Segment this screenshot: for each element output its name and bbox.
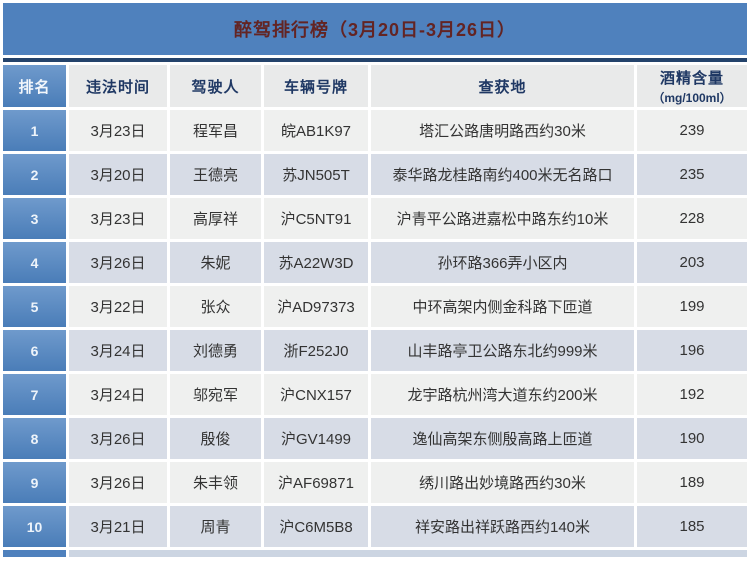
table-body: 1 3月23日 程军昌 皖AB1K97 塔汇公路唐明路西约30米 239 2 3… (3, 110, 747, 547)
table-row: 3 3月23日 高厚祥 沪C5NT91 沪青平公路进嘉松中路东约10米 228 (3, 198, 747, 239)
alcohol-value-cell: 228 (637, 198, 747, 239)
location-cell: 塔汇公路唐明路西约30米 (371, 110, 634, 151)
plate-number-cell: 皖AB1K97 (264, 110, 368, 151)
violation-date-cell: 3月26日 (69, 462, 167, 503)
plate-number-cell: 沪GV1499 (264, 418, 368, 459)
rank-cell: 5 (3, 286, 66, 327)
driver-name-cell: 程军昌 (170, 110, 261, 151)
driver-name-cell: 朱妮 (170, 242, 261, 283)
table-row: 6 3月24日 刘德勇 浙F252J0 山丰路亭卫公路东北约999米 196 (3, 330, 747, 371)
table-row: 4 3月26日 朱妮 苏A22W3D 孙环路366弄小区内 203 (3, 242, 747, 283)
column-header-rank: 排名 (3, 65, 66, 107)
plate-number-cell: 沪C5NT91 (264, 198, 368, 239)
rank-cell: 4 (3, 242, 66, 283)
column-header-location: 查获地 (371, 65, 634, 107)
driver-name-cell: 殷俊 (170, 418, 261, 459)
location-cell: 山丰路亭卫公路东北约999米 (371, 330, 634, 371)
table-row: 2 3月20日 王德亮 苏JN505T 泰华路龙桂路南约400米无名路口 235 (3, 154, 747, 195)
table-row: 9 3月26日 朱丰领 沪AF69871 绣川路出妙境路西约30米 189 (3, 462, 747, 503)
alcohol-value-cell: 189 (637, 462, 747, 503)
alcohol-value-cell: 239 (637, 110, 747, 151)
plate-number-cell: 沪C6M5B8 (264, 506, 368, 547)
driver-name-cell: 王德亮 (170, 154, 261, 195)
plate-number-cell: 苏A22W3D (264, 242, 368, 283)
alcohol-value-cell: 235 (637, 154, 747, 195)
column-gap (66, 550, 69, 557)
location-cell: 祥安路出祥跃路西约140米 (371, 506, 634, 547)
rank-cell: 10 (3, 506, 66, 547)
column-header-alcohol-line1: 酒精含量 (659, 69, 724, 87)
column-header-driver: 驾驶人 (170, 65, 261, 107)
alcohol-value-cell: 196 (637, 330, 747, 371)
header-top-border (3, 58, 747, 62)
column-header-alcohol: 酒精含量 （mg/100ml） (637, 65, 747, 107)
drunk-driving-ranking-table: 排名 违法时间 驾驶人 车辆号牌 查获地 酒精含量 （mg/100ml） 1 3… (0, 62, 750, 550)
rank-cell: 6 (3, 330, 66, 371)
violation-date-cell: 3月23日 (69, 110, 167, 151)
location-cell: 逸仙高架东侧殷高路上匝道 (371, 418, 634, 459)
table-bottom-edge (3, 550, 747, 557)
violation-date-cell: 3月24日 (69, 374, 167, 415)
violation-date-cell: 3月23日 (69, 198, 167, 239)
rank-column-stub (3, 550, 66, 557)
table-row: 8 3月26日 殷俊 沪GV1499 逸仙高架东侧殷高路上匝道 190 (3, 418, 747, 459)
driver-name-cell: 朱丰领 (170, 462, 261, 503)
page-title: 醉驾排行榜（3月20日-3月26日） (233, 20, 517, 40)
violation-date-cell: 3月24日 (69, 330, 167, 371)
plate-number-cell: 沪AD97373 (264, 286, 368, 327)
alcohol-value-cell: 192 (637, 374, 747, 415)
plate-number-cell: 浙F252J0 (264, 330, 368, 371)
column-header-violation-date: 违法时间 (69, 65, 167, 107)
violation-date-cell: 3月20日 (69, 154, 167, 195)
location-cell: 孙环路366弄小区内 (371, 242, 634, 283)
location-cell: 沪青平公路进嘉松中路东约10米 (371, 198, 634, 239)
driver-name-cell: 刘德勇 (170, 330, 261, 371)
table-row: 1 3月23日 程军昌 皖AB1K97 塔汇公路唐明路西约30米 239 (3, 110, 747, 151)
alcohol-value-cell: 203 (637, 242, 747, 283)
violation-date-cell: 3月21日 (69, 506, 167, 547)
column-header-plate: 车辆号牌 (264, 65, 368, 107)
driver-name-cell: 邬宛军 (170, 374, 261, 415)
table-row: 7 3月24日 邬宛军 沪CNX157 龙宇路杭州湾大道东约200米 192 (3, 374, 747, 415)
table-header: 排名 违法时间 驾驶人 车辆号牌 查获地 酒精含量 （mg/100ml） (3, 65, 747, 107)
plate-number-cell: 苏JN505T (264, 154, 368, 195)
location-cell: 绣川路出妙境路西约30米 (371, 462, 634, 503)
plate-number-cell: 沪AF69871 (264, 462, 368, 503)
table-row: 10 3月21日 周青 沪C6M5B8 祥安路出祥跃路西约140米 185 (3, 506, 747, 547)
rank-cell: 7 (3, 374, 66, 415)
violation-date-cell: 3月26日 (69, 418, 167, 459)
driver-name-cell: 高厚祥 (170, 198, 261, 239)
rank-cell: 1 (3, 110, 66, 151)
location-cell: 中环高架内侧金科路下匝道 (371, 286, 634, 327)
rank-cell: 2 (3, 154, 66, 195)
driver-name-cell: 周青 (170, 506, 261, 547)
alcohol-value-cell: 190 (637, 418, 747, 459)
violation-date-cell: 3月26日 (69, 242, 167, 283)
alcohol-value-cell: 185 (637, 506, 747, 547)
rank-cell: 9 (3, 462, 66, 503)
plate-number-cell: 沪CNX157 (264, 374, 368, 415)
alcohol-value-cell: 199 (637, 286, 747, 327)
rank-cell: 8 (3, 418, 66, 459)
violation-date-cell: 3月22日 (69, 286, 167, 327)
table-title-bar: 醉驾排行榜（3月20日-3月26日） (3, 3, 747, 55)
location-cell: 龙宇路杭州湾大道东约200米 (371, 374, 634, 415)
location-cell: 泰华路龙桂路南约400米无名路口 (371, 154, 634, 195)
driver-name-cell: 张众 (170, 286, 261, 327)
column-header-alcohol-line2: （mg/100ml） (652, 90, 732, 105)
rank-cell: 3 (3, 198, 66, 239)
table-row: 5 3月22日 张众 沪AD97373 中环高架内侧金科路下匝道 199 (3, 286, 747, 327)
row-stub (69, 550, 747, 557)
